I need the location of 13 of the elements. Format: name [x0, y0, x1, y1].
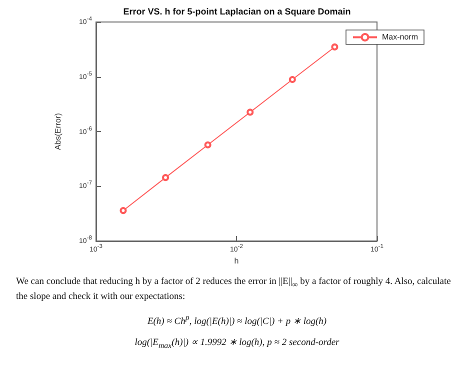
text: We can conclude that reducing h by a factor of 2 reduces the error in ||E||$_{∞}$ by a factor of roughly 4. Also, calculate the slope and check it with our expectations:	[16, 277, 451, 302]
point	[246, 108, 254, 116]
point	[331, 43, 338, 50]
point	[288, 76, 296, 84]
text: log(|E$_{max}$(h)|) ∝ 1.9992 ∗ log(h), p ≈ 2 second-order	[134, 337, 340, 352]
y-axis-title: Abs(Error)	[54, 112, 62, 150]
x-axis-title: h	[234, 256, 239, 266]
legend-label: Max-norm	[382, 32, 418, 42]
point	[162, 174, 170, 182]
point	[204, 141, 212, 148]
text: E(h) ≈ Ch$^{p}$, log(|E(h)|) ≈ log(|C|) + p ∗ log(h)	[146, 313, 328, 330]
point	[120, 207, 127, 214]
chart-title: Error VS. h for 5-point Laplacian on a Square Domain	[123, 6, 351, 16]
